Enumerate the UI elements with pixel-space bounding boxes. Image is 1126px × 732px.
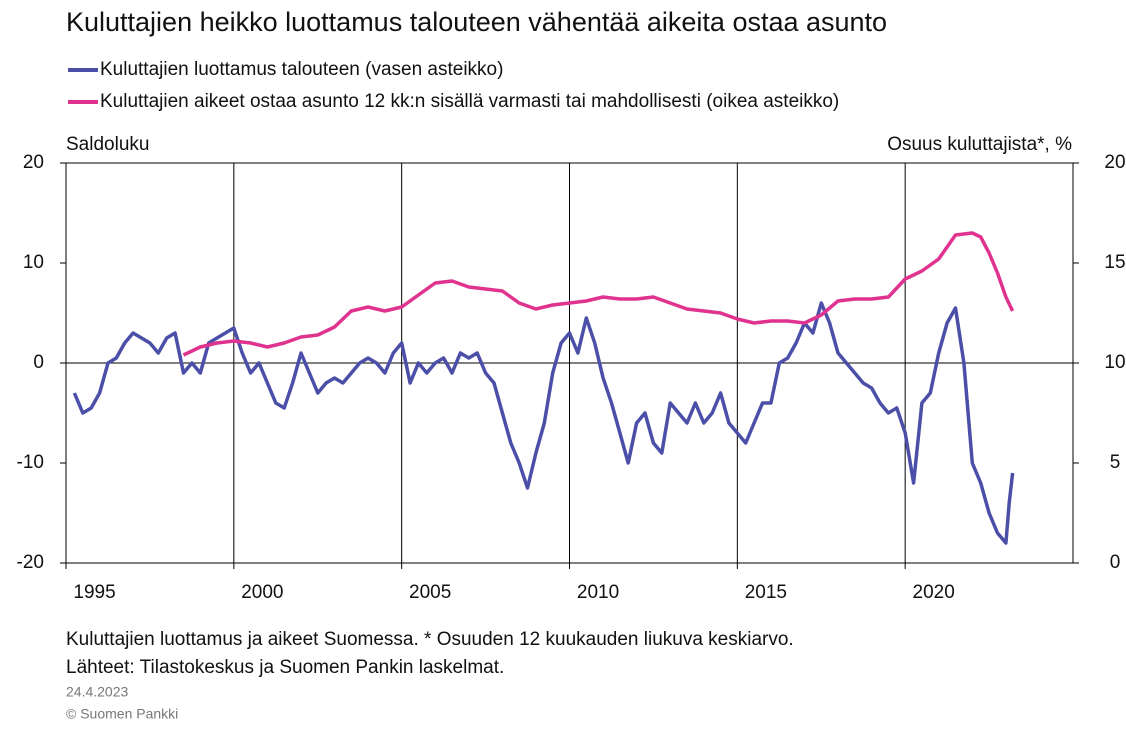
y2-tick-label: 5 bbox=[1110, 452, 1121, 473]
chart-title: Kuluttajien heikko luottamus talouteen v… bbox=[66, 7, 887, 37]
x-tick-label: 2020 bbox=[913, 582, 955, 603]
x-tick-label: 1995 bbox=[73, 582, 115, 603]
legend-label: Kuluttajien luottamus talouteen (vasen a… bbox=[100, 59, 503, 80]
note: Lähteet: Tilastokeskus ja Suomen Pankin … bbox=[66, 657, 504, 678]
y-axis-label: Saldoluku bbox=[66, 134, 149, 155]
y2-tick-label: 10 bbox=[1104, 352, 1125, 373]
date: 24.4.2023 bbox=[66, 684, 128, 700]
y2-axis-label: Osuus kuluttajista*, % bbox=[887, 134, 1072, 155]
x-tick-label: 2005 bbox=[409, 582, 451, 603]
y2-tick-label: 0 bbox=[1110, 552, 1121, 573]
plot-frame bbox=[65, 162, 1074, 564]
copyright: © Suomen Pankki bbox=[66, 706, 178, 722]
y-tick-label: 0 bbox=[33, 352, 44, 373]
y2-tick-label: 15 bbox=[1104, 252, 1125, 273]
line-series bbox=[182, 231, 1015, 357]
y2-tick-label: 20 bbox=[1104, 152, 1125, 173]
x-tick-label: 2010 bbox=[577, 582, 619, 603]
note: Kuluttajien luottamus ja aikeet Suomessa… bbox=[66, 629, 794, 650]
y-tick-label: -10 bbox=[17, 452, 44, 473]
x-tick-label: 2015 bbox=[745, 582, 787, 603]
y-tick-label: 10 bbox=[23, 252, 44, 273]
legend-label: Kuluttajien aikeet ostaa asunto 12 kk:n … bbox=[100, 91, 839, 112]
x-tick-label: 2000 bbox=[241, 582, 283, 603]
y-tick-label: -20 bbox=[17, 552, 44, 573]
line-series bbox=[72, 301, 1015, 545]
y-tick-label: 20 bbox=[23, 152, 44, 173]
